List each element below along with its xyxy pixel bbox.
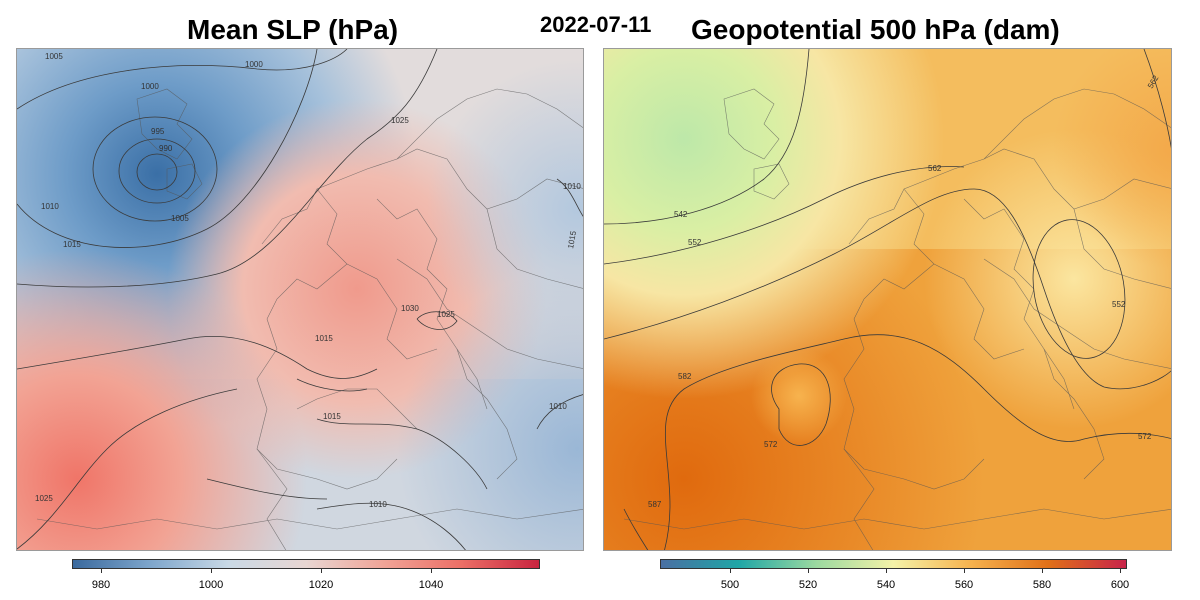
slp-label-1010-gr: 1010	[549, 402, 567, 411]
geo-tick-label-520: 520	[798, 579, 818, 591]
slp-label-1025-c: 1025	[437, 310, 455, 319]
slp-tick-label-1020: 1020	[308, 579, 334, 591]
slp-label-990: 990	[159, 144, 173, 153]
slp-label-1010-e: 1010	[563, 182, 581, 191]
slp-label-995: 995	[151, 127, 165, 136]
slp-label-1030: 1030	[401, 304, 419, 313]
slp-colorbar	[72, 559, 540, 569]
slp-label-1025-sw: 1025	[35, 494, 53, 503]
slp-label-1025-n: 1025	[391, 116, 409, 125]
geo-cutoff-bubble	[604, 49, 1171, 550]
slp-tick-label-1040: 1040	[418, 579, 444, 591]
slp-label-1010-s: 1010	[369, 500, 387, 509]
geo-tick-560	[964, 569, 965, 573]
geo-tick-540	[886, 569, 887, 573]
geo-label-552: 552	[688, 238, 702, 247]
geo-tick-600	[1120, 569, 1121, 573]
left-panel-title: Mean SLP (hPa)	[187, 14, 399, 45]
slp-label-1010-w: 1010	[41, 202, 59, 211]
geo-tick-520	[808, 569, 809, 573]
slp-isobars	[17, 49, 583, 550]
geo-label-582: 582	[678, 372, 692, 381]
geo-tick-500	[730, 569, 731, 573]
geopotential-map-canvas: 542 552 562 552 562 572 572 582 587	[604, 49, 1171, 550]
geo-colorbar-ticks: 500 520 540 560 580 600	[660, 569, 1130, 591]
geo-label-572: 572	[764, 440, 778, 449]
slp-label-1015-mid: 1015	[323, 412, 341, 421]
slp-label-1015-e: 1015	[566, 230, 578, 250]
geo-contour-labels: 542 552 562 552 562 572 572 582 587	[648, 73, 1161, 509]
geo-coastlines	[623, 88, 1171, 550]
geo-contours	[604, 49, 1171, 550]
date-label: 2022-07-11	[540, 12, 652, 37]
geopotential-map: 542 552 562 552 562 572 572 582 587	[603, 48, 1172, 551]
slp-map-canvas: 1005 1000 1000 995 990 1010 1005 1015 10…	[17, 49, 583, 550]
geo-label-542: 542	[674, 210, 688, 219]
slp-coastlines	[36, 88, 583, 550]
slp-tick-label-1000: 1000	[198, 579, 224, 591]
geo-tick-label-580: 580	[1032, 579, 1052, 591]
slp-label-1000-top: 1000	[245, 60, 263, 69]
slp-label-1015-w: 1015	[63, 240, 81, 249]
geo-tick-580	[1042, 569, 1043, 573]
slp-tick-1000	[211, 569, 212, 573]
geo-colorbar	[660, 559, 1127, 569]
slp-tick-1020	[321, 569, 322, 573]
slp-colorbar-ticks: 980 1000 1020 1040	[72, 569, 540, 591]
geo-label-562: 562	[928, 164, 942, 173]
slp-label-1005-top: 1005	[45, 52, 63, 61]
geo-tick-label-540: 540	[876, 579, 896, 591]
slp-tick-label-980: 980	[91, 579, 111, 591]
slp-contour-labels: 1005 1000 1000 995 990 1010 1005 1015 10…	[35, 52, 581, 509]
geo-tick-label-600: 600	[1110, 579, 1130, 591]
slp-label-1000-low: 1000	[141, 82, 159, 91]
geo-label-572-e: 572	[1138, 432, 1152, 441]
slp-tick-1040	[431, 569, 432, 573]
geo-label-587: 587	[648, 500, 662, 509]
slp-low-northeast	[17, 49, 583, 550]
slp-label-1005-low: 1005	[171, 214, 189, 223]
slp-map: 1005 1000 1000 995 990 1010 1005 1015 10…	[16, 48, 584, 551]
geo-tick-label-500: 500	[720, 579, 740, 591]
slp-label-1015-sp: 1015	[315, 334, 333, 343]
slp-tick-980	[101, 569, 102, 573]
geo-tick-label-560: 560	[954, 579, 974, 591]
right-panel-title: Geopotential 500 hPa (dam)	[691, 14, 1060, 45]
geo-label-552-ne: 552	[1112, 300, 1126, 309]
